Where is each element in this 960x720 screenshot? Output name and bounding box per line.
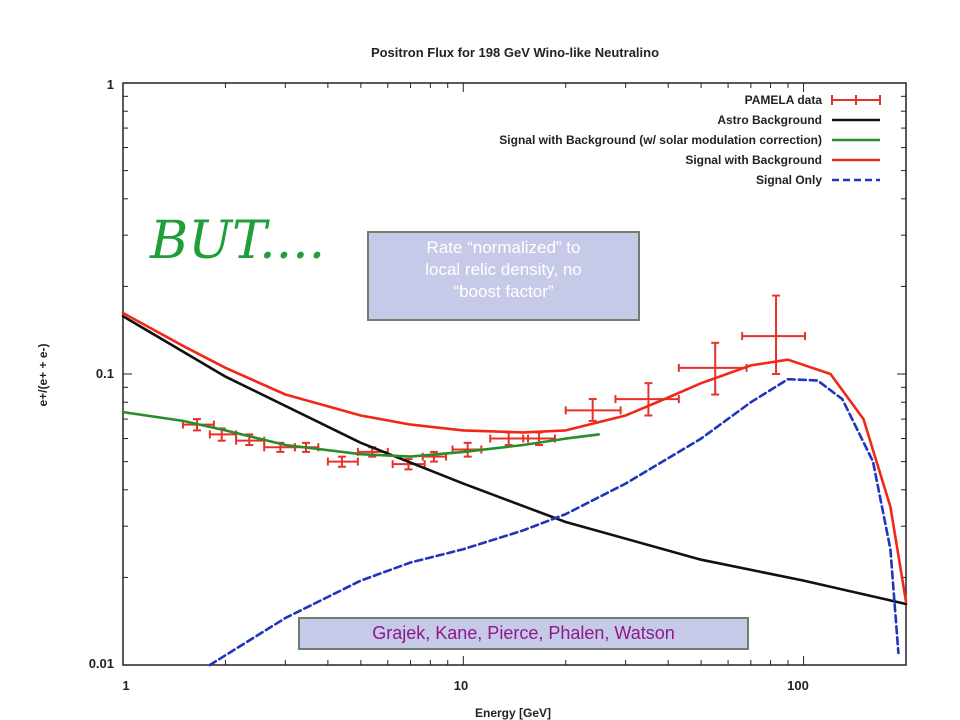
authors-credit-box: Grajek, Kane, Pierce, Phalen, Watson <box>298 617 749 650</box>
y-tick-label-0.01: 0.01 <box>89 656 114 671</box>
axis-ticks <box>122 82 907 666</box>
chart-title: Positron Flux for 198 GeV Wino-like Neut… <box>371 45 659 60</box>
legend-label-astro: Astro Background <box>717 113 822 127</box>
y-axis-label: e+/(e+ + e-) <box>36 343 50 406</box>
x-tick-label-1: 1 <box>122 678 129 693</box>
y-tick-label-0.1: 0.1 <box>96 366 114 381</box>
series-line-signal-with-background <box>121 311 908 604</box>
data-point-pamela <box>614 382 680 417</box>
series-line-signal-with-background-w-solar-modulation-correction <box>121 410 601 458</box>
y-tick-label-1: 1 <box>107 77 114 92</box>
series-line-astro-background <box>121 314 908 606</box>
legend-label-signal-bg-solar: Signal with Background (w/ solar modulat… <box>499 133 822 147</box>
note-line-3: “boost factor” <box>453 282 554 301</box>
legend-label-pamela: PAMELA data <box>745 93 823 107</box>
note-line-1: Rate “normalized” to <box>426 238 581 257</box>
x-tick-label-10: 10 <box>454 678 468 693</box>
legend-label-signal-bg: Signal with Background <box>685 153 822 167</box>
authors-credit-text: Grajek, Kane, Pierce, Phalen, Watson <box>372 623 675 643</box>
legend: PAMELA data Astro Background Signal with… <box>499 93 881 187</box>
handwritten-but-annotation: BUT.... <box>149 211 325 271</box>
series-line-signal-only <box>208 377 900 667</box>
series-layer <box>121 294 908 667</box>
data-point-pamela <box>489 431 530 447</box>
x-tick-label-100: 100 <box>787 678 809 693</box>
legend-label-signal-only: Signal Only <box>756 173 822 187</box>
data-point-pamela <box>564 398 622 422</box>
data-point-pamela <box>326 455 359 468</box>
normalization-note-box: Rate “normalized” to local relic density… <box>367 231 640 321</box>
x-axis-label: Energy [GeV] <box>475 706 551 720</box>
note-line-2: local relic density, no <box>425 260 582 279</box>
legend-samples <box>831 95 881 182</box>
data-point-pamela <box>677 341 748 396</box>
